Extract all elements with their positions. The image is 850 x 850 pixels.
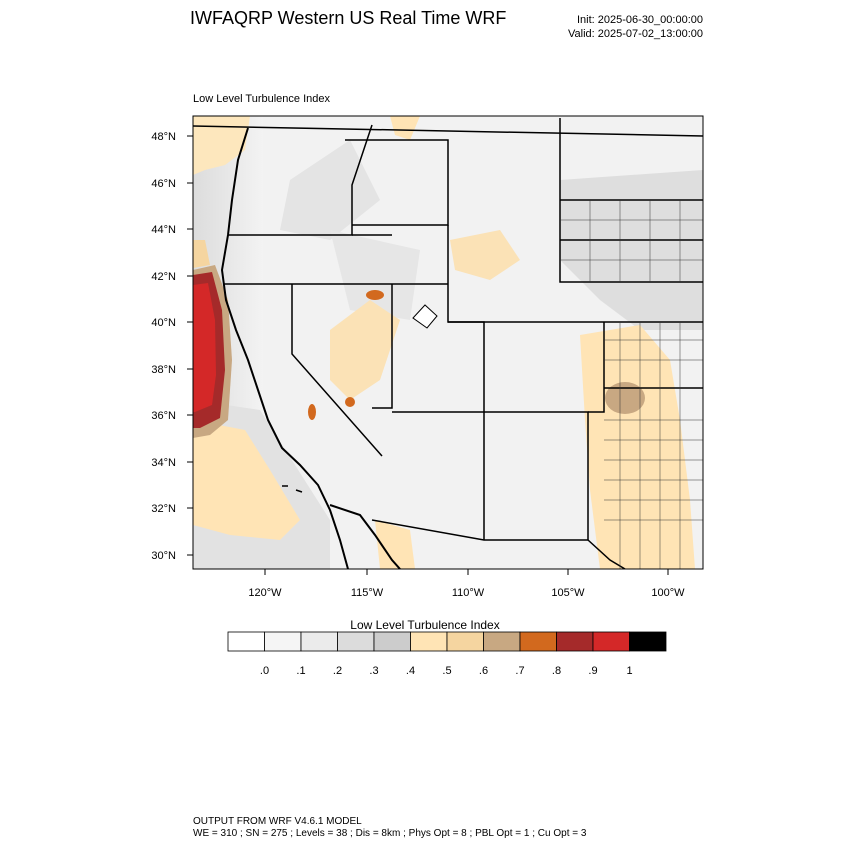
colorbar-labels: .0 .1 .2 .3 .4 .5 .6 .7 .8 .9 1 xyxy=(260,665,633,677)
colorbar-tick-label: .0 xyxy=(260,665,269,677)
turbulence-core-idaho xyxy=(366,290,384,300)
colorbar-box xyxy=(483,631,521,652)
colorbar-tick-label: .4 xyxy=(406,665,415,677)
turbulence-core-plains xyxy=(605,382,645,414)
colorbar-box xyxy=(556,631,594,652)
colorbar-box xyxy=(300,631,338,652)
county-lines xyxy=(560,200,703,569)
lon-label: 120°W xyxy=(248,587,282,599)
colorbar-box xyxy=(227,631,265,652)
main-title: IWFAQRP Western US Real Time WRF xyxy=(190,8,507,28)
latitude-labels: 48°N 46°N 44°N 42°N 40°N 38°N 36°N 34°N … xyxy=(151,131,176,562)
lat-label: 42°N xyxy=(151,271,176,283)
lat-label: 32°N xyxy=(151,503,176,515)
basin-shading xyxy=(330,230,420,320)
turbulence-core-sierra xyxy=(308,404,316,420)
colorbar-box xyxy=(519,631,557,652)
colorbar-box xyxy=(264,631,302,652)
legend-title: Low Level Turbulence Index xyxy=(350,618,500,632)
colorbar-tick-label: 1 xyxy=(626,665,632,677)
lon-label: 105°W xyxy=(551,587,585,599)
turbulence-core-nevada xyxy=(345,397,355,407)
turbulence-wyoming xyxy=(450,230,520,280)
axis-ticks xyxy=(187,135,669,575)
colorbar-box xyxy=(373,631,411,652)
colorbar-tick-label: .5 xyxy=(442,665,451,677)
lon-label: 110°W xyxy=(452,587,485,599)
longitude-labels: 120°W 115°W 110°W 105°W 100°W xyxy=(248,587,685,599)
lon-label: 115°W xyxy=(351,587,384,599)
plume-north-edge xyxy=(193,240,210,268)
turbulence-plains xyxy=(580,325,695,569)
turbulence-nw-coast xyxy=(193,116,250,175)
gulf-coastline xyxy=(329,504,401,569)
colorbar-tick-label: .2 xyxy=(333,665,342,677)
interior-shading xyxy=(280,140,380,240)
pacific-coastline xyxy=(220,127,349,569)
state-borders xyxy=(224,118,703,541)
colorbar-tick-label: .7 xyxy=(515,665,524,677)
colorbar-box xyxy=(629,631,667,652)
lat-label: 46°N xyxy=(151,178,176,190)
lat-label: 36°N xyxy=(151,410,176,422)
footer-line-2: WE = 310 ; SN = 275 ; Levels = 38 ; Dis … xyxy=(193,828,587,839)
lat-label: 48°N xyxy=(151,131,176,143)
colorbar-tick-label: .8 xyxy=(552,665,561,677)
turbulence-nevada xyxy=(330,300,400,400)
colorbar-box xyxy=(337,631,375,652)
map-frame xyxy=(192,115,704,570)
map-field xyxy=(193,116,703,569)
colorbar xyxy=(227,631,667,652)
lat-label: 34°N xyxy=(151,457,176,469)
great-salt-lake xyxy=(412,304,438,329)
model-footer: OUTPUT FROM WRF V4.6.1 MODEL WE = 310 ; … xyxy=(193,816,586,840)
map-subtitle: Low Level Turbulence Index xyxy=(193,93,330,105)
lon-label: 100°W xyxy=(651,587,685,599)
turbulence-montana xyxy=(390,116,420,140)
run-info: Init: 2025-06-30_00:00:00 Valid: 2025-07… xyxy=(568,13,703,41)
turbulence-sonora xyxy=(375,520,415,569)
lat-label: 44°N xyxy=(151,224,176,236)
valid-time: Valid: 2025-07-02_13:00:00 xyxy=(568,28,703,40)
colorbar-tick-label: .1 xyxy=(296,665,305,677)
colorbar-box xyxy=(592,631,630,652)
lat-label: 38°N xyxy=(151,364,176,376)
channel-islands xyxy=(282,485,303,493)
colorbar-box xyxy=(446,631,484,652)
colorbar-box xyxy=(410,631,448,652)
colorbar-tick-label: .3 xyxy=(369,665,378,677)
map-figure: 48°N 46°N 44°N 42°N 40°N 38°N 36°N 34°N … xyxy=(151,115,704,677)
plains-shading xyxy=(560,170,703,330)
init-time: Init: 2025-06-30_00:00:00 xyxy=(577,14,703,26)
canada-border xyxy=(193,125,703,137)
lat-label: 30°N xyxy=(151,550,176,562)
plume-core xyxy=(193,283,216,412)
footer-line-1: OUTPUT FROM WRF V4.6.1 MODEL xyxy=(193,816,362,827)
colorbar-tick-label: .6 xyxy=(479,665,488,677)
colorbar-tick-label: .9 xyxy=(588,665,597,677)
turbulence-socal-offshore xyxy=(193,420,300,540)
lat-label: 40°N xyxy=(151,317,176,329)
